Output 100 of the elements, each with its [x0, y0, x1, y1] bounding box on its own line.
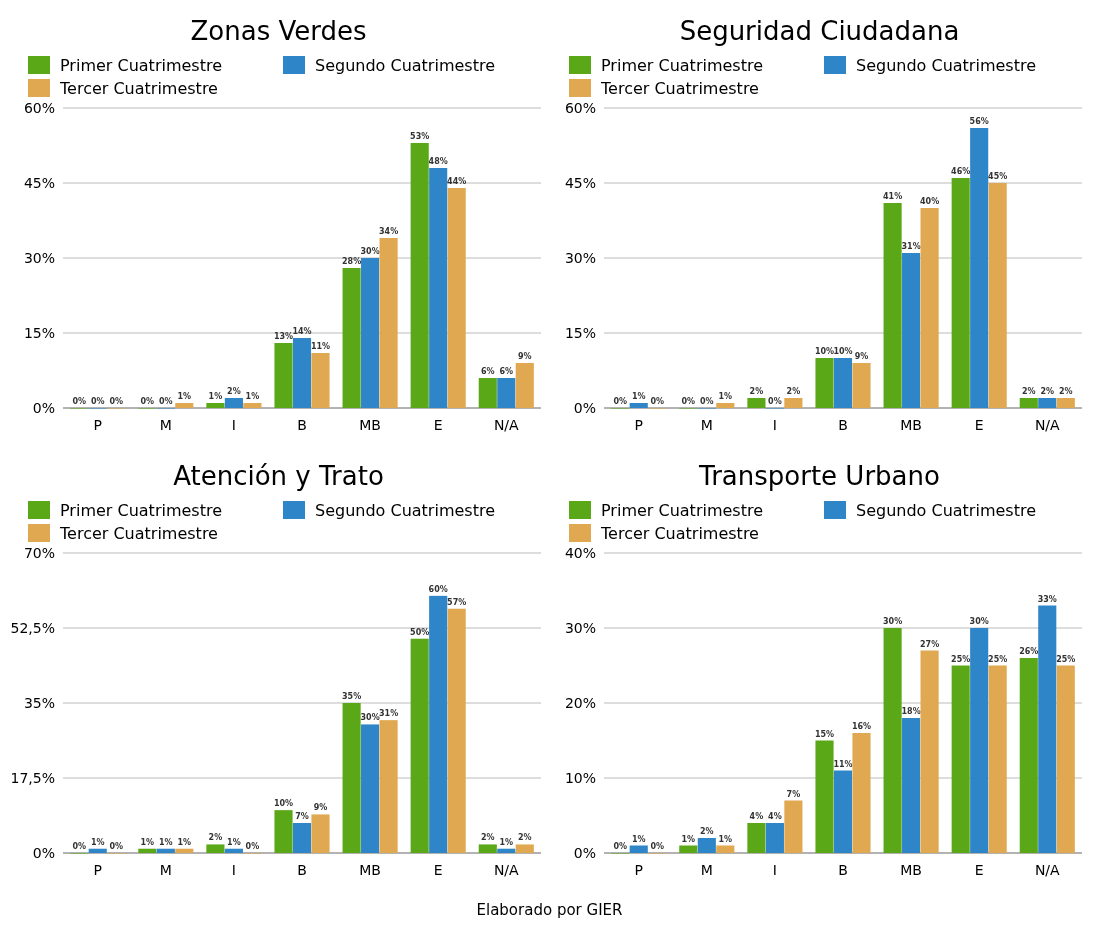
data-label: 2% — [786, 387, 801, 396]
bar — [970, 128, 989, 408]
data-label: 0% — [90, 397, 105, 406]
data-label: 0% — [72, 397, 87, 406]
bar — [478, 844, 497, 853]
bar — [716, 845, 735, 853]
data-label: 2% — [1040, 387, 1055, 396]
chart-title: Transporte Urbano — [698, 461, 940, 491]
y-tick-label: 10% — [564, 769, 596, 786]
y-tick-label: 0% — [573, 399, 596, 416]
x-tick-label: B — [297, 417, 307, 433]
bar — [224, 848, 243, 853]
x-tick-label: MB — [900, 862, 922, 878]
data-label: 26% — [1019, 647, 1039, 656]
data-label: 11% — [310, 342, 331, 351]
x-tick-label: P — [634, 862, 643, 878]
y-tick-label: 45% — [23, 174, 55, 191]
data-label: 30% — [360, 713, 380, 723]
legend-label: Tercer Cuatrimestre — [600, 523, 759, 543]
x-tick-label: N/A — [1034, 862, 1061, 878]
legend-label: Segundo Cuatrimestre — [856, 55, 1036, 75]
x-tick-label: MB — [359, 417, 381, 433]
legend-label: Segundo Cuatrimestre — [856, 500, 1036, 520]
data-label: 1% — [159, 837, 173, 847]
data-label: 0% — [245, 842, 260, 851]
data-label: 0% — [768, 397, 782, 406]
data-label: 1% — [140, 837, 155, 847]
bar — [224, 398, 243, 408]
y-tick-label: 60% — [23, 99, 55, 116]
data-label: 30% — [360, 247, 380, 256]
y-tick-label: 70% — [23, 544, 55, 561]
bar — [833, 358, 853, 408]
bar — [515, 844, 534, 853]
x-tick-label: P — [93, 417, 102, 433]
bar — [629, 845, 648, 853]
data-label: 31% — [901, 242, 921, 251]
data-label: 2% — [1021, 387, 1036, 396]
bar — [243, 403, 262, 408]
bar — [902, 718, 921, 853]
x-tick-label: M — [159, 862, 172, 878]
data-label: 0% — [681, 397, 696, 406]
data-label: 31% — [379, 709, 399, 719]
data-label: 45% — [988, 172, 1008, 181]
x-tick-label: E — [433, 862, 443, 878]
bar — [274, 810, 293, 853]
data-label: 2% — [1058, 387, 1073, 396]
data-label: 41% — [883, 192, 903, 201]
bar — [410, 638, 429, 853]
x-tick-label: E — [433, 417, 443, 433]
data-label: 6% — [480, 367, 495, 376]
bar — [784, 800, 803, 853]
y-tick-label: 15% — [23, 324, 55, 341]
y-tick-label: 30% — [564, 249, 596, 266]
bar — [138, 848, 157, 853]
x-tick-label: M — [700, 862, 713, 878]
data-label: 6% — [499, 367, 514, 376]
data-label: 1% — [90, 837, 105, 847]
bar — [629, 403, 648, 408]
data-label: 1% — [177, 837, 192, 847]
bar — [175, 848, 194, 853]
x-tick-label: B — [838, 417, 848, 433]
y-tick-label: 15% — [564, 324, 596, 341]
data-label: 25% — [1056, 654, 1076, 664]
bar — [342, 703, 361, 853]
data-label: 0% — [109, 397, 124, 406]
legend-label: Primer Cuatrimestre — [60, 55, 223, 75]
data-label: 33% — [1037, 594, 1057, 604]
bar — [1019, 398, 1038, 408]
bar — [716, 403, 735, 408]
bar — [679, 845, 698, 853]
x-tick-label: P — [93, 862, 102, 878]
y-tick-label: 35% — [23, 694, 55, 711]
data-label: 25% — [951, 654, 971, 664]
data-label: 1% — [718, 392, 733, 401]
bar — [951, 665, 970, 853]
data-label: 60% — [428, 584, 448, 594]
y-tick-label: 20% — [564, 694, 596, 711]
bar — [447, 188, 466, 408]
legend-label: Tercer Cuatrimestre — [600, 78, 759, 98]
y-tick-label: 30% — [23, 249, 55, 266]
data-label: 35% — [342, 692, 362, 701]
y-tick-label: 40% — [564, 544, 596, 561]
data-label: 15% — [814, 729, 835, 739]
data-label: 50% — [410, 627, 430, 637]
bar — [206, 403, 225, 408]
data-label: 56% — [969, 117, 989, 126]
data-label: 10% — [814, 347, 835, 356]
data-label: 1% — [227, 837, 241, 847]
bar — [175, 403, 194, 408]
bar — [1056, 398, 1075, 408]
bar — [747, 398, 766, 408]
x-tick-label: E — [974, 862, 984, 878]
bar — [970, 628, 989, 853]
bar — [515, 363, 534, 408]
data-label: 30% — [883, 617, 903, 626]
x-tick-label: B — [297, 862, 307, 878]
data-label: 0% — [700, 397, 714, 406]
data-label: 0% — [613, 842, 628, 851]
bar — [883, 203, 902, 408]
legend-label: Primer Cuatrimestre — [601, 500, 764, 520]
